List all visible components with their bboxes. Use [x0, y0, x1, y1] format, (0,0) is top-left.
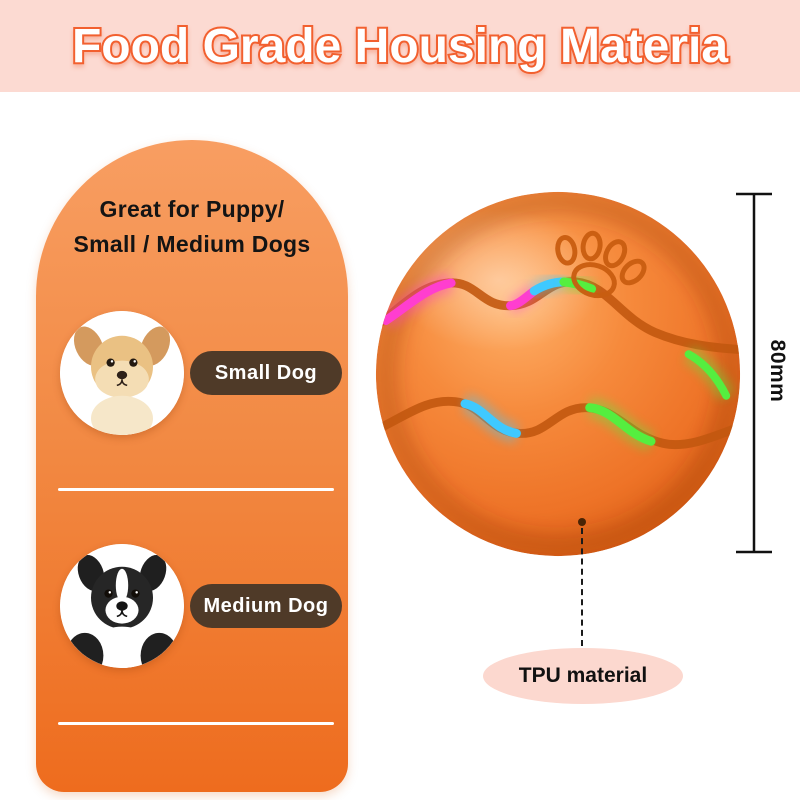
- divider: [58, 488, 334, 491]
- divider: [58, 722, 334, 725]
- medium-dog-label: Medium Dog: [190, 584, 342, 628]
- led-strip-pink: [381, 278, 456, 326]
- groove-lower: [375, 396, 741, 450]
- led-strip-blue: [460, 399, 521, 438]
- small-dog-label-text: Small Dog: [214, 361, 318, 384]
- banner-title: Food Grade Housing Materia: [72, 20, 728, 73]
- callout-bubble: TPU material: [483, 648, 683, 704]
- callout-dashed-line: [581, 528, 583, 646]
- orange-pet-ball: [375, 191, 741, 557]
- measurement-label: 80mm: [766, 339, 789, 403]
- medium-dog-illustration: [60, 544, 184, 668]
- small-dog-illustration: [60, 311, 184, 435]
- small-dog-label: Small Dog: [190, 351, 342, 395]
- top-banner: Food Grade Housing Materia: [0, 0, 800, 92]
- medium-dog-photo: [60, 544, 184, 668]
- info-panel: Great for Puppy/ Small / Medium Dogs: [36, 140, 348, 792]
- led-strip-green-edge: [684, 350, 731, 400]
- led-strip-green: [585, 403, 656, 446]
- medium-dog-label-text: Medium Dog: [203, 594, 329, 617]
- measurement-line: [736, 192, 772, 554]
- paw-print-icon: [555, 230, 647, 299]
- pet-ball-image: [370, 186, 746, 562]
- panel-heading: Great for Puppy/ Small / Medium Dogs: [36, 192, 348, 261]
- small-dog-photo: [60, 311, 184, 435]
- callout-label: TPU material: [518, 664, 648, 687]
- callout-dot: [578, 518, 586, 526]
- banner-title-art: Food Grade Housing Materia: [70, 18, 730, 75]
- panel-heading-line1: Great for Puppy/: [99, 196, 285, 222]
- panel-heading-line2: Small / Medium Dogs: [73, 230, 311, 257]
